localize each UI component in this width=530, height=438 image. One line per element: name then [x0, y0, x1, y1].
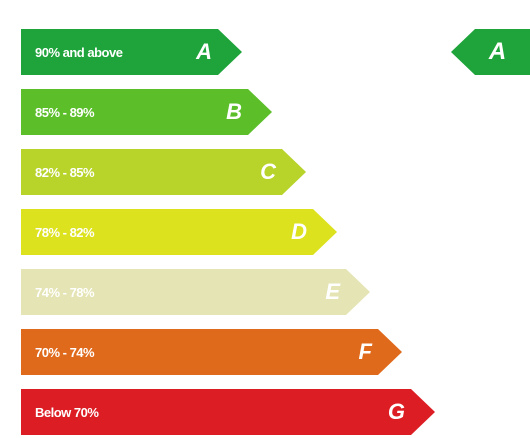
rating-range-label: 78% - 82% — [35, 224, 95, 240]
rating-letter: G — [387, 399, 405, 424]
rating-letter: B — [226, 99, 242, 124]
rating-range-label: Below 70% — [35, 404, 99, 420]
current-rating-letter: A — [488, 38, 507, 65]
rating-range-label: 90% and above — [35, 44, 123, 60]
rating-bar-c: 82% - 85% C — [21, 149, 306, 195]
rating-bar-g: Below 70% G — [21, 389, 435, 435]
rating-letter: E — [325, 279, 340, 304]
rating-range-label: 82% - 85% — [35, 164, 95, 180]
rating-letter: F — [358, 339, 372, 364]
rating-bar-f: 70% - 74% F — [21, 329, 402, 375]
rating-range-label: 74% - 78% — [35, 284, 95, 300]
rating-letter: D — [291, 219, 307, 244]
rating-bar-e: 74% - 78% E — [21, 269, 370, 315]
rating-bar-d: 78% - 82% D — [21, 209, 337, 255]
rating-letter: A — [196, 39, 212, 64]
current-rating-indicator: A — [451, 29, 530, 75]
rating-range-label: 85% - 89% — [35, 104, 95, 120]
rating-range-label: 70% - 74% — [35, 344, 95, 360]
rating-letter: C — [260, 159, 276, 184]
rating-bar-a: 90% and above A — [21, 29, 242, 75]
rating-bar-b: 85% - 89% B — [21, 89, 272, 135]
